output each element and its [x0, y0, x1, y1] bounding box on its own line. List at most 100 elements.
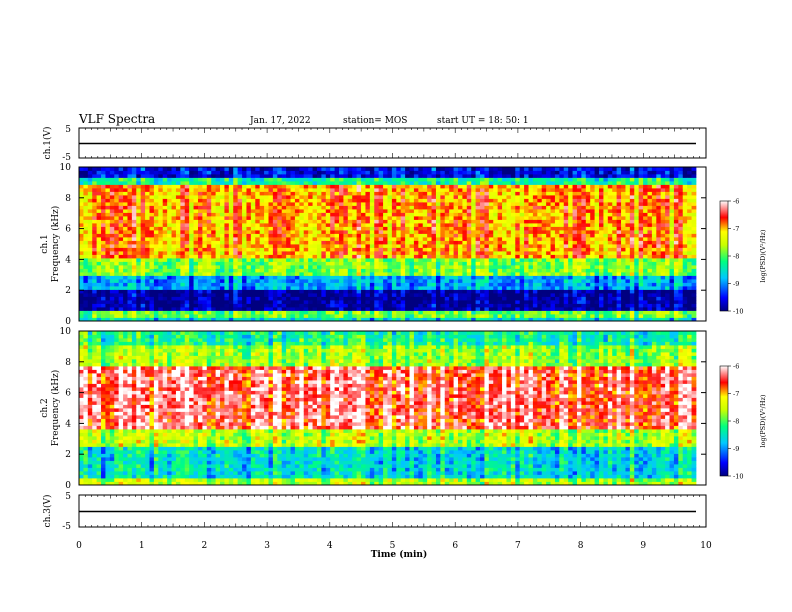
spectrogram-cell: [475, 258, 481, 262]
spectrogram-cell: [96, 251, 102, 255]
spectrogram-cell: [330, 184, 335, 189]
spectrogram-cell: [153, 219, 159, 224]
spectrogram-cell: [418, 230, 424, 234]
spectrogram-cell: [211, 275, 217, 280]
spectrogram-cell: [515, 265, 521, 269]
spectrogram-cell: [197, 289, 203, 294]
spectrogram-cell: [528, 289, 534, 294]
spectrogram-cell: [87, 244, 93, 248]
spectrogram-cell: [312, 314, 318, 318]
spectrogram-cell: [378, 198, 384, 203]
spectrogram-cell: [114, 209, 120, 213]
spectrogram-cell: [224, 167, 230, 171]
spectrogram-cell: [175, 265, 181, 269]
spectrogram-cell: [528, 317, 534, 322]
spectrogram-cell: [242, 237, 247, 241]
spectrogram-cell: [484, 209, 490, 213]
spectrogram-cell: [493, 244, 499, 248]
spectrogram-cell: [79, 310, 84, 315]
spectrogram-cell: [440, 184, 446, 189]
spectrogram-cell: [136, 254, 142, 259]
spectrogram-cell: [400, 317, 406, 322]
spectrogram-cell: [471, 212, 477, 217]
spectrogram-cell: [167, 209, 172, 213]
spectrogram-cell: [427, 181, 432, 185]
spectrogram-cell: [158, 279, 164, 283]
spectrogram-cell: [114, 279, 120, 283]
spectrogram-cell: [171, 310, 177, 315]
spectrogram-cell: [546, 198, 551, 203]
spectrogram-cell: [237, 258, 243, 262]
spectrogram-cell: [515, 317, 521, 322]
spectrogram-cell: [299, 279, 305, 283]
spectrogram-cell: [488, 272, 494, 276]
spectrogram-cell: [180, 261, 186, 266]
spectrogram-cell: [158, 174, 164, 178]
spectrogram-cell: [272, 307, 278, 311]
spectrogram-cell: [312, 202, 318, 206]
spectrogram-cell: [383, 219, 388, 224]
spectrogram-cell: [396, 195, 402, 199]
spectrogram-cell: [242, 167, 247, 171]
spectrogram-cell: [145, 314, 150, 318]
spectrogram-cell: [123, 296, 128, 301]
spectrogram-cell: [308, 230, 313, 234]
spectrogram-cell: [400, 237, 406, 241]
spectrogram-cell: [457, 188, 463, 192]
spectrogram-cell: [440, 177, 446, 182]
spectrogram-cell: [281, 289, 287, 294]
spectrogram-cell: [286, 226, 291, 231]
spectrogram-cell: [475, 240, 481, 245]
spectrogram-cell: [550, 181, 556, 185]
spectrogram-cell: [259, 174, 265, 178]
spectrogram-cell: [153, 282, 159, 287]
spectrogram-cell: [365, 230, 371, 234]
spectrogram-cell: [546, 202, 551, 206]
spectrogram-cell: [140, 191, 146, 196]
spectrogram-cell: [400, 258, 406, 262]
spectrogram-cell: [255, 181, 261, 185]
spectrogram-cell: [471, 293, 477, 297]
spectrogram-cell: [422, 184, 428, 189]
spectrogram-cell: [510, 272, 516, 276]
spectrogram-cell: [532, 212, 538, 217]
spectrogram-cell: [268, 244, 274, 248]
spectrogram-cell: [519, 289, 525, 294]
spectrogram-cell: [471, 317, 477, 322]
spectrogram-cell: [361, 240, 366, 245]
spectrogram-cell: [286, 223, 291, 227]
spectrogram-cell: [440, 170, 446, 175]
spectrogram-cell: [87, 310, 93, 315]
spectrogram-cell: [550, 314, 556, 318]
spectrogram-cell: [471, 198, 477, 203]
spectrogram-cell: [308, 233, 313, 238]
spectrogram-cell: [145, 310, 150, 315]
spectrogram-cell: [497, 233, 503, 238]
spectrogram-cell: [131, 240, 137, 245]
spectrogram-cell: [96, 212, 102, 217]
spectrogram-cell: [484, 272, 490, 276]
spectrogram-cell: [264, 223, 269, 227]
spectrogram-cell: [193, 209, 199, 213]
spectrogram-cell: [524, 279, 529, 283]
spectrogram-cell: [277, 240, 283, 245]
spectrogram-cell: [471, 268, 477, 273]
spectrogram-cell: [175, 251, 181, 255]
spectrogram-cell: [387, 310, 393, 315]
spectrogram-cell: [462, 167, 468, 171]
spectrogram-cell: [528, 275, 534, 280]
spectrogram-cell: [497, 310, 503, 315]
spectrogram-cell: [316, 226, 322, 231]
spectrogram-cell: [422, 261, 428, 266]
spectrogram-cell: [92, 209, 98, 213]
spectrogram-cell: [453, 275, 459, 280]
spectrogram-cell: [413, 293, 419, 297]
spectrogram-cell: [532, 205, 538, 210]
spectrogram-cell: [325, 223, 331, 227]
spectrogram-cell: [149, 177, 155, 182]
spectrogram-cell: [272, 261, 278, 266]
spectrogram-cell: [312, 188, 318, 192]
spectrogram-cell: [264, 303, 269, 308]
spectrogram-cell: [184, 251, 190, 255]
spectrogram-cell: [554, 230, 560, 234]
